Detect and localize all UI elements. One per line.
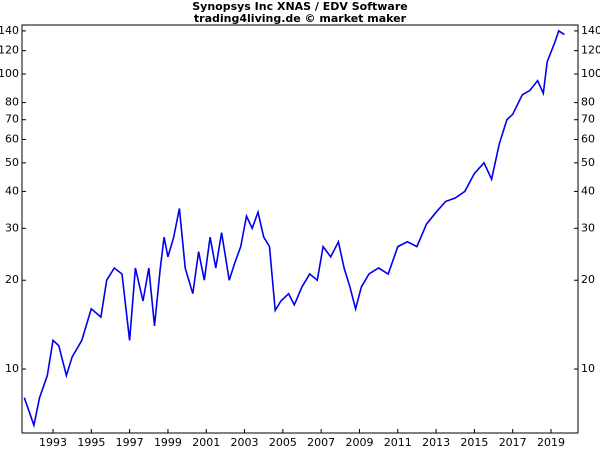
x-tick-label: 2007 [307,436,335,449]
x-tick-label: 2015 [460,436,488,449]
x-tick-label: 2003 [231,436,259,449]
y-tick-label-right: 100 [581,67,600,80]
chart-subtitle: trading4living.de © market maker [194,12,407,25]
y-tick-label: 140 [0,24,19,37]
x-tick-label: 2011 [384,436,412,449]
y-tick-label-right: 30 [581,221,595,234]
x-tick-label: 1993 [39,436,67,449]
x-tick-label: 2009 [345,436,373,449]
y-tick-label: 30 [5,221,19,234]
y-tick-label: 100 [0,67,19,80]
y-tick-label-right: 40 [581,184,595,197]
y-tick-label-right: 80 [581,96,595,109]
y-tick-label: 120 [0,44,19,57]
y-tick-label: 60 [5,132,19,145]
x-tick-label: 2013 [422,436,450,449]
y-tick-label: 20 [5,273,19,286]
x-tick-label: 1999 [154,436,182,449]
x-tick-label: 1995 [77,436,105,449]
price-line [23,29,565,429]
y-tick-label-right: 140 [581,24,600,37]
y-tick-label: 70 [5,113,19,126]
y-tick-label-right: 120 [581,44,600,57]
chart-title: Synopsys Inc XNAS / EDV Software [192,0,408,13]
y-tick-label-right: 60 [581,132,595,145]
y-tick-label-right: 20 [581,273,595,286]
y-tick-label: 10 [5,362,19,375]
y-tick-label: 50 [5,156,19,169]
y-tick-label-right: 10 [581,362,595,375]
y-tick-label: 40 [5,184,19,197]
y-tick-label: 80 [5,96,19,109]
plot-frame [21,24,579,434]
x-tick-label: 2001 [192,436,220,449]
y-tick-label-right: 70 [581,113,595,126]
x-tick-label: 2019 [537,436,565,449]
x-tick-label: 2005 [269,436,297,449]
x-tick-label: 1997 [116,436,144,449]
y-tick-label-right: 50 [581,156,595,169]
x-tick-label: 2017 [499,436,527,449]
